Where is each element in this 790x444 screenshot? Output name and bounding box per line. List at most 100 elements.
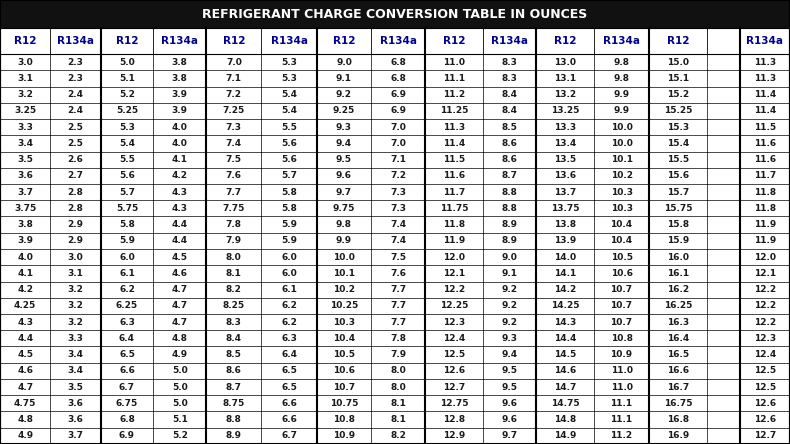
Text: 7.7: 7.7 xyxy=(390,285,406,294)
Bar xyxy=(739,314,790,330)
Text: R12: R12 xyxy=(667,36,690,46)
Bar xyxy=(100,265,153,281)
Bar xyxy=(0,54,51,70)
Bar xyxy=(649,395,707,412)
Bar xyxy=(51,87,100,103)
Bar xyxy=(739,87,790,103)
Bar xyxy=(206,200,261,217)
Bar xyxy=(483,428,536,444)
Bar xyxy=(707,330,739,346)
Bar xyxy=(649,330,707,346)
Text: 11.4: 11.4 xyxy=(754,107,776,115)
Text: 10.75: 10.75 xyxy=(329,399,358,408)
Bar xyxy=(536,281,594,298)
Text: 16.2: 16.2 xyxy=(667,285,689,294)
Bar xyxy=(206,412,261,428)
Bar xyxy=(153,200,206,217)
Text: 5.4: 5.4 xyxy=(281,107,297,115)
Bar xyxy=(536,168,594,184)
Bar xyxy=(371,151,426,168)
Bar xyxy=(317,70,371,87)
Text: 2.3: 2.3 xyxy=(67,74,84,83)
Text: 16.8: 16.8 xyxy=(667,415,689,424)
Bar xyxy=(206,135,261,151)
Text: 9.0: 9.0 xyxy=(502,253,517,262)
Bar xyxy=(153,363,206,379)
Bar xyxy=(153,330,206,346)
Bar xyxy=(0,87,51,103)
Text: 7.1: 7.1 xyxy=(390,155,406,164)
Text: 13.25: 13.25 xyxy=(551,107,579,115)
Bar xyxy=(206,428,261,444)
Bar xyxy=(739,395,790,412)
Bar xyxy=(426,151,483,168)
Text: 5.3: 5.3 xyxy=(281,58,297,67)
Text: 2.8: 2.8 xyxy=(67,204,84,213)
Bar xyxy=(153,233,206,249)
Bar xyxy=(206,217,261,233)
Text: 11.25: 11.25 xyxy=(440,107,468,115)
Bar xyxy=(153,314,206,330)
Text: 11.8: 11.8 xyxy=(754,188,776,197)
Bar xyxy=(153,54,206,70)
Text: 4.5: 4.5 xyxy=(17,350,33,359)
Text: 8.4: 8.4 xyxy=(502,107,517,115)
Bar xyxy=(153,135,206,151)
Text: 10.7: 10.7 xyxy=(611,301,633,310)
Text: 5.1: 5.1 xyxy=(172,415,188,424)
Bar xyxy=(426,330,483,346)
Text: 16.9: 16.9 xyxy=(667,432,689,440)
Text: 10.0: 10.0 xyxy=(611,139,633,148)
Bar xyxy=(594,363,649,379)
Text: 11.0: 11.0 xyxy=(611,366,633,375)
Bar xyxy=(707,135,739,151)
Text: 9.3: 9.3 xyxy=(502,334,517,343)
Bar xyxy=(483,54,536,70)
Text: 7.0: 7.0 xyxy=(390,123,406,131)
Text: 11.6: 11.6 xyxy=(754,155,776,164)
Text: 12.6: 12.6 xyxy=(754,415,776,424)
Text: 14.9: 14.9 xyxy=(554,432,576,440)
Text: 7.7: 7.7 xyxy=(226,188,242,197)
Bar xyxy=(317,135,371,151)
Bar xyxy=(371,330,426,346)
Bar xyxy=(739,135,790,151)
Text: 10.5: 10.5 xyxy=(611,253,633,262)
Bar xyxy=(649,103,707,119)
Text: 8.0: 8.0 xyxy=(226,253,242,262)
Text: 3.9: 3.9 xyxy=(171,107,188,115)
Bar xyxy=(261,395,317,412)
Text: 4.1: 4.1 xyxy=(17,269,33,278)
Text: 9.8: 9.8 xyxy=(336,220,352,229)
Bar xyxy=(649,281,707,298)
Bar xyxy=(594,395,649,412)
Bar xyxy=(739,249,790,265)
Bar xyxy=(739,346,790,363)
Bar xyxy=(100,412,153,428)
Bar xyxy=(371,346,426,363)
Text: 5.0: 5.0 xyxy=(172,366,188,375)
Bar xyxy=(707,200,739,217)
Text: 12.3: 12.3 xyxy=(754,334,776,343)
Bar xyxy=(739,298,790,314)
Text: 8.7: 8.7 xyxy=(502,171,517,180)
Bar xyxy=(426,281,483,298)
Text: 12.7: 12.7 xyxy=(754,432,776,440)
Text: 4.75: 4.75 xyxy=(14,399,36,408)
Text: 4.8: 4.8 xyxy=(171,334,188,343)
Bar xyxy=(261,265,317,281)
Bar xyxy=(649,135,707,151)
Text: 11.8: 11.8 xyxy=(443,220,465,229)
Bar xyxy=(100,233,153,249)
Text: 14.3: 14.3 xyxy=(554,317,576,327)
Bar xyxy=(707,249,739,265)
Bar xyxy=(536,395,594,412)
Text: 10.0: 10.0 xyxy=(333,253,355,262)
Bar xyxy=(707,184,739,200)
Bar xyxy=(317,395,371,412)
Text: 6.5: 6.5 xyxy=(119,350,135,359)
Bar xyxy=(707,314,739,330)
Text: 7.4: 7.4 xyxy=(390,236,406,246)
Text: 3.5: 3.5 xyxy=(67,383,84,392)
Text: 6.1: 6.1 xyxy=(119,269,135,278)
